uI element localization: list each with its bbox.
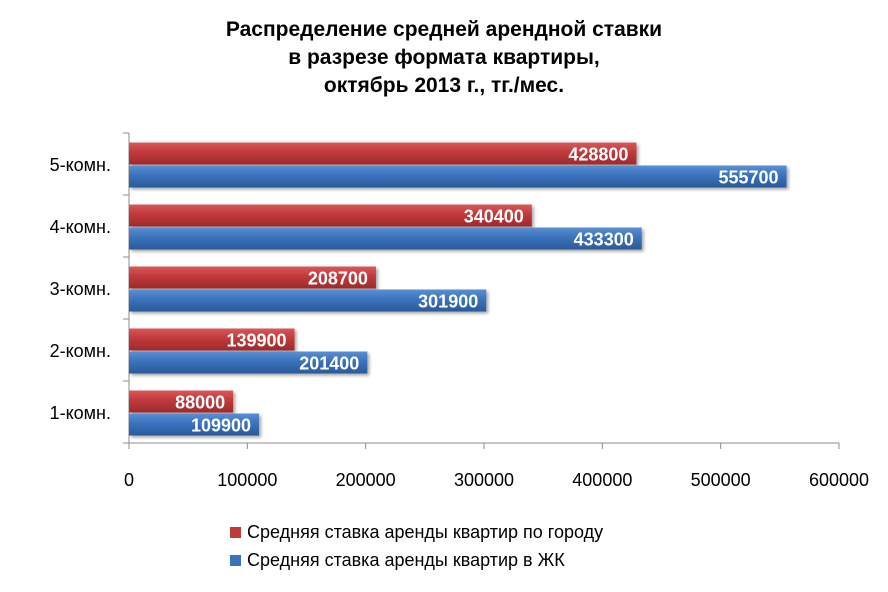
data-labels: 428800 555700 340400 433300 208700 301900 1399… (175, 145, 779, 436)
bar-city (129, 390, 234, 413)
legend-item-zhk: Средняя ставка аренды квартир в ЖК (230, 546, 603, 574)
bar-city (129, 266, 376, 289)
bar-zhk (129, 351, 368, 374)
legend-label-city: Средняя ставка аренды квартир по городу (247, 521, 604, 542)
data-label: 208700 (308, 269, 368, 289)
category-label: 2-комн. (50, 341, 111, 361)
chart-title-line-3: октябрь 2013 г., тг./мес. (323, 74, 565, 97)
category-label: 5-комн. (50, 155, 111, 175)
data-label: 433300 (574, 230, 634, 250)
data-label: 201400 (299, 354, 359, 374)
data-label: 139900 (226, 331, 286, 351)
data-label: 428800 (568, 145, 628, 165)
bar-city (129, 328, 295, 351)
data-label: 88000 (175, 393, 225, 413)
data-label: 301900 (418, 292, 478, 312)
x-tick-label: 0 (124, 470, 134, 490)
category-label: 1-комн. (50, 403, 111, 423)
data-label: 109900 (191, 416, 251, 436)
legend-item-city: Средняя ставка аренды квартир по городу (230, 518, 603, 546)
data-label: 555700 (719, 168, 779, 188)
chart-title-line-1: Распределение средней арендной ставки (225, 18, 663, 41)
bar-zhk (129, 289, 487, 312)
bar-zhk (129, 165, 787, 188)
bar-city (129, 142, 637, 165)
chart-title-line-2: в разрезе формата квартиры, (288, 46, 600, 69)
bar-zhk (129, 413, 260, 436)
category-label: 3-комн. (50, 279, 111, 299)
bar-city (129, 204, 532, 227)
legend-swatch-city (230, 526, 241, 538)
x-tick-label: 100000 (217, 470, 277, 490)
data-label: 340400 (464, 207, 524, 227)
legend-label-zhk: Средняя ставка аренды квартир в ЖК (247, 549, 565, 570)
bar-zhk (129, 227, 642, 250)
legend-swatch-zhk (230, 554, 241, 566)
x-tick-label: 600000 (809, 470, 869, 490)
legend: Средняя ставка аренды квартир по городу … (230, 518, 603, 574)
x-tick-label: 200000 (336, 470, 396, 490)
chart-title: Распределение средней арендной ставки в … (0, 16, 888, 100)
x-tick-label: 300000 (454, 470, 514, 490)
bars (129, 142, 787, 436)
x-tick-label: 500000 (691, 470, 751, 490)
tick-labels: 0 100000 200000 300000 400000 500000 600000 5-к… (50, 155, 869, 490)
x-tick-label: 400000 (572, 470, 632, 490)
category-label: 4-комн. (50, 217, 111, 237)
